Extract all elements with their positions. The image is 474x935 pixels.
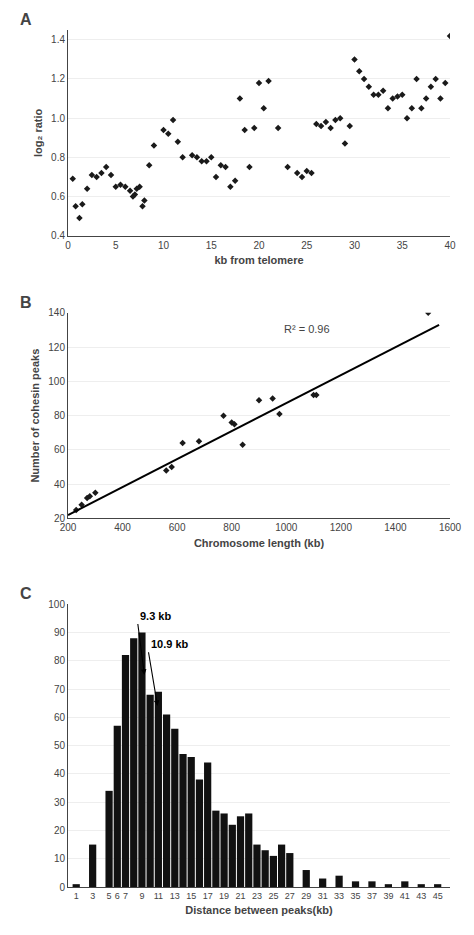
- svg-text:0: 0: [65, 240, 71, 251]
- svg-text:10.9 kb: 10.9 kb: [151, 638, 189, 650]
- svg-text:800: 800: [223, 522, 240, 533]
- svg-text:B: B: [20, 294, 32, 311]
- svg-text:80: 80: [54, 655, 66, 666]
- svg-text:35: 35: [351, 891, 361, 901]
- svg-text:25: 25: [268, 891, 278, 901]
- svg-text:90: 90: [54, 627, 66, 638]
- svg-text:20: 20: [54, 825, 66, 836]
- svg-text:Number of cohesin peaks: Number of cohesin peaks: [29, 349, 41, 483]
- svg-text:60: 60: [54, 444, 66, 455]
- svg-text:0.8: 0.8: [51, 152, 65, 163]
- svg-text:140: 140: [48, 307, 65, 318]
- svg-text:10: 10: [158, 240, 170, 251]
- svg-text:50: 50: [54, 740, 66, 751]
- svg-text:Chromosome length (kb): Chromosome length (kb): [194, 537, 325, 549]
- svg-text:43: 43: [416, 891, 426, 901]
- svg-text:20: 20: [253, 240, 265, 251]
- svg-text:1.4: 1.4: [51, 34, 65, 45]
- svg-text:kb from telomere: kb from telomere: [214, 254, 303, 266]
- svg-text:31: 31: [318, 891, 328, 901]
- svg-text:1400: 1400: [384, 522, 407, 533]
- svg-text:0.4: 0.4: [51, 230, 65, 241]
- svg-text:27: 27: [285, 891, 295, 901]
- svg-text:60: 60: [54, 712, 66, 723]
- svg-text:33: 33: [334, 891, 344, 901]
- svg-text:40: 40: [54, 479, 66, 490]
- svg-text:17: 17: [203, 891, 213, 901]
- svg-text:30: 30: [349, 240, 361, 251]
- svg-text:41: 41: [400, 891, 410, 901]
- svg-text:21: 21: [236, 891, 246, 901]
- svg-text:0.6: 0.6: [51, 191, 65, 202]
- svg-text:10: 10: [54, 853, 66, 864]
- svg-text:400: 400: [114, 522, 131, 533]
- svg-text:5: 5: [107, 891, 112, 901]
- svg-text:1200: 1200: [330, 522, 353, 533]
- svg-text:7: 7: [123, 891, 128, 901]
- svg-text:40: 40: [54, 768, 66, 779]
- svg-text:100: 100: [48, 599, 65, 610]
- svg-text:29: 29: [301, 891, 311, 901]
- svg-text:39: 39: [383, 891, 393, 901]
- svg-text:45: 45: [433, 891, 443, 901]
- svg-text:200: 200: [60, 522, 77, 533]
- svg-text:6: 6: [115, 891, 120, 901]
- svg-text:Distance between peaks(kb): Distance between peaks(kb): [185, 904, 333, 916]
- svg-text:80: 80: [54, 410, 66, 421]
- svg-text:100: 100: [48, 376, 65, 387]
- svg-text:3: 3: [90, 891, 95, 901]
- svg-text:1.0: 1.0: [51, 113, 65, 124]
- svg-text:37: 37: [367, 891, 377, 901]
- svg-text:9: 9: [139, 891, 144, 901]
- svg-text:20: 20: [54, 513, 66, 524]
- svg-text:1000: 1000: [275, 522, 298, 533]
- svg-text:23: 23: [252, 891, 262, 901]
- svg-text:120: 120: [48, 342, 65, 353]
- svg-text:35: 35: [397, 240, 409, 251]
- svg-text:13: 13: [170, 891, 180, 901]
- svg-text:C: C: [20, 585, 32, 602]
- svg-text:1: 1: [74, 891, 79, 901]
- svg-text:70: 70: [54, 684, 66, 695]
- svg-text:15: 15: [186, 891, 196, 901]
- svg-text:1.2: 1.2: [51, 73, 65, 84]
- svg-text:0: 0: [59, 882, 65, 893]
- svg-text:25: 25: [301, 240, 313, 251]
- svg-text:R² = 0.96: R² = 0.96: [284, 323, 330, 335]
- svg-text:19: 19: [219, 891, 229, 901]
- svg-text:11: 11: [154, 891, 163, 901]
- svg-text:A: A: [20, 11, 32, 28]
- svg-text:9.3 kb: 9.3 kb: [140, 610, 171, 622]
- svg-text:15: 15: [206, 240, 218, 251]
- svg-text:log₂ ratio: log₂ ratio: [32, 108, 44, 157]
- svg-text:600: 600: [169, 522, 186, 533]
- svg-text:5: 5: [113, 240, 119, 251]
- svg-text:1600: 1600: [439, 522, 462, 533]
- svg-text:40: 40: [444, 240, 456, 251]
- svg-text:30: 30: [54, 797, 66, 808]
